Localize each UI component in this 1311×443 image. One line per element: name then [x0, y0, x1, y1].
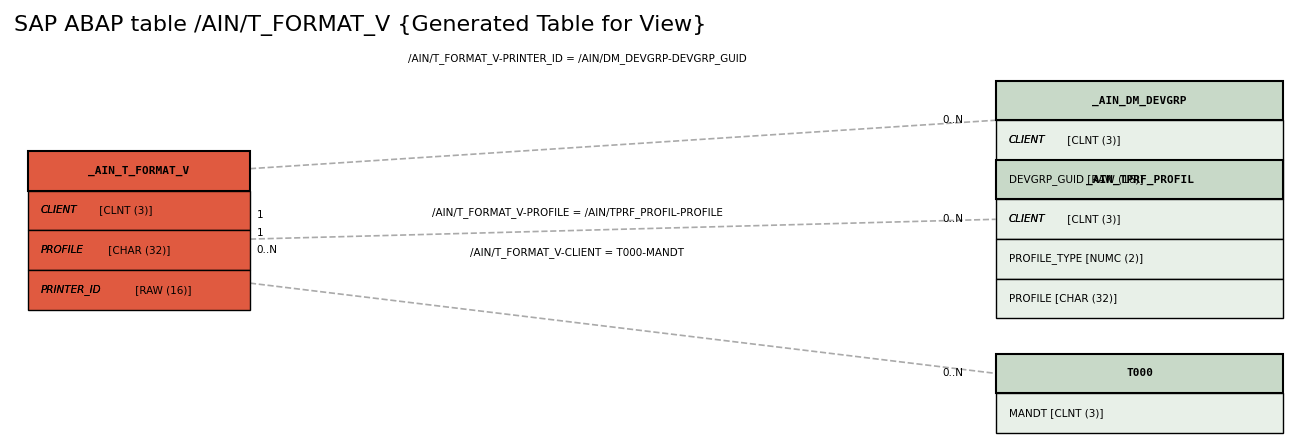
- Text: _AIN_DM_DEVGRP: _AIN_DM_DEVGRP: [1092, 95, 1186, 105]
- FancyBboxPatch shape: [995, 120, 1283, 160]
- Text: [CHAR (32)]: [CHAR (32)]: [105, 245, 170, 255]
- Text: T000: T000: [1126, 369, 1154, 378]
- FancyBboxPatch shape: [995, 81, 1283, 120]
- Text: PROFILE: PROFILE: [41, 245, 84, 255]
- Text: PROFILE_TYPE [NUMC (2)]: PROFILE_TYPE [NUMC (2)]: [1008, 253, 1143, 264]
- Text: MANDT [CLNT (3)]: MANDT [CLNT (3)]: [1008, 408, 1104, 418]
- Text: 0..N: 0..N: [941, 369, 964, 378]
- FancyBboxPatch shape: [28, 270, 250, 310]
- Text: SAP ABAP table /AIN/T_FORMAT_V {Generated Table for View}: SAP ABAP table /AIN/T_FORMAT_V {Generate…: [14, 15, 707, 35]
- Text: 0..N: 0..N: [941, 115, 964, 125]
- Text: [CLNT (3)]: [CLNT (3)]: [1063, 214, 1120, 224]
- Text: 1: 1: [257, 228, 264, 237]
- Text: PROFILE [CHAR (32)]: PROFILE [CHAR (32)]: [1008, 294, 1117, 303]
- Text: /AIN/T_FORMAT_V-CLIENT = T000-MANDT: /AIN/T_FORMAT_V-CLIENT = T000-MANDT: [471, 247, 684, 258]
- FancyBboxPatch shape: [28, 230, 250, 270]
- Text: CLIENT: CLIENT: [1008, 135, 1045, 145]
- FancyBboxPatch shape: [995, 393, 1283, 433]
- FancyBboxPatch shape: [995, 279, 1283, 319]
- FancyBboxPatch shape: [995, 199, 1283, 239]
- Text: CLIENT: CLIENT: [1008, 214, 1045, 224]
- Text: [CLNT (3)]: [CLNT (3)]: [1063, 135, 1120, 145]
- Text: 1: 1: [257, 210, 264, 220]
- FancyBboxPatch shape: [995, 160, 1283, 199]
- Text: CLIENT: CLIENT: [41, 206, 77, 215]
- FancyBboxPatch shape: [995, 239, 1283, 279]
- Text: [RAW (16)]: [RAW (16)]: [132, 285, 191, 295]
- Text: CLIENT: CLIENT: [1008, 214, 1045, 224]
- Text: PRINTER_ID: PRINTER_ID: [41, 284, 101, 295]
- Text: CLIENT: CLIENT: [1008, 135, 1045, 145]
- FancyBboxPatch shape: [995, 160, 1283, 199]
- Text: _AIN_T_FORMAT_V: _AIN_T_FORMAT_V: [88, 166, 189, 176]
- Text: /AIN/T_FORMAT_V-PRINTER_ID = /AIN/DM_DEVGRP-DEVGRP_GUID: /AIN/T_FORMAT_V-PRINTER_ID = /AIN/DM_DEV…: [408, 53, 746, 64]
- FancyBboxPatch shape: [28, 190, 250, 230]
- Text: /AIN/T_FORMAT_V-PROFILE = /AIN/TPRF_PROFIL-PROFILE: /AIN/T_FORMAT_V-PROFILE = /AIN/TPRF_PROF…: [431, 207, 722, 218]
- Text: DEVGRP_GUID [RAW (16)]: DEVGRP_GUID [RAW (16)]: [1008, 174, 1143, 185]
- Text: 0..N: 0..N: [941, 214, 964, 224]
- Text: PRINTER_ID: PRINTER_ID: [41, 284, 101, 295]
- Text: CLIENT: CLIENT: [41, 206, 77, 215]
- FancyBboxPatch shape: [995, 354, 1283, 393]
- Text: _AIN_TPRF_PROFIL: _AIN_TPRF_PROFIL: [1086, 175, 1193, 185]
- Text: 0..N: 0..N: [257, 245, 278, 255]
- FancyBboxPatch shape: [28, 151, 250, 190]
- Text: [CLNT (3)]: [CLNT (3)]: [96, 206, 152, 215]
- Text: PROFILE: PROFILE: [41, 245, 84, 255]
